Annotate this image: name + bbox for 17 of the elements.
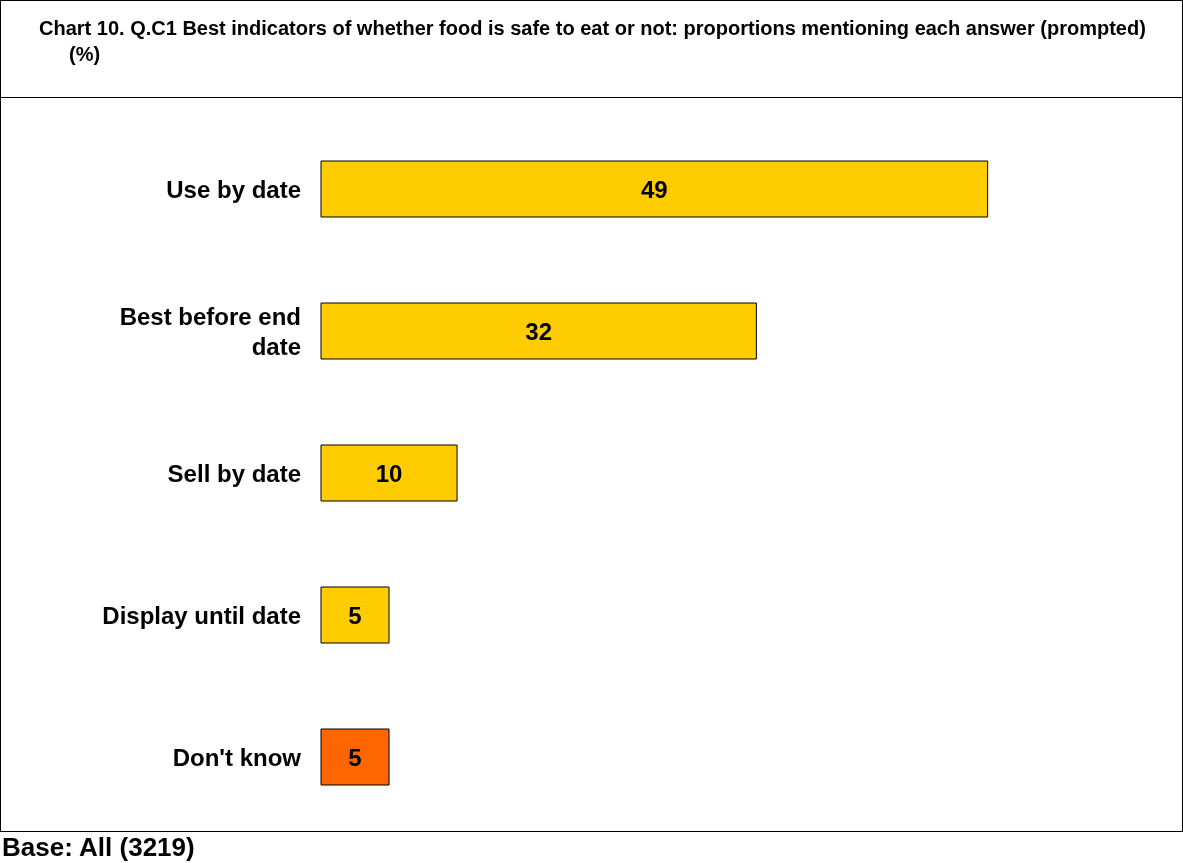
data-label: 49	[640, 175, 668, 203]
y-tick-label: Best before end date	[119, 302, 301, 360]
y-tick-label: Use by date	[166, 175, 301, 203]
data-label: 32	[525, 317, 553, 345]
y-tick-label: Sell by date	[167, 459, 301, 487]
data-label: 5	[348, 743, 362, 771]
bar	[320, 728, 390, 786]
data-label: 5	[348, 601, 362, 629]
y-tick-label: Display until date	[102, 601, 301, 629]
y-tick-label: Don't know	[172, 743, 302, 771]
bar	[320, 586, 390, 644]
data-label: 10	[375, 459, 403, 487]
chart-title: Chart 10. Q.C1 Best indicators of whether food is safe to eat or not: proportions mentioning each answer (prompted) (%)	[39, 16, 1147, 67]
bar	[320, 160, 989, 218]
bar	[320, 444, 458, 502]
bar	[320, 302, 757, 360]
text: Base: All (3219)	[2, 832, 195, 863]
